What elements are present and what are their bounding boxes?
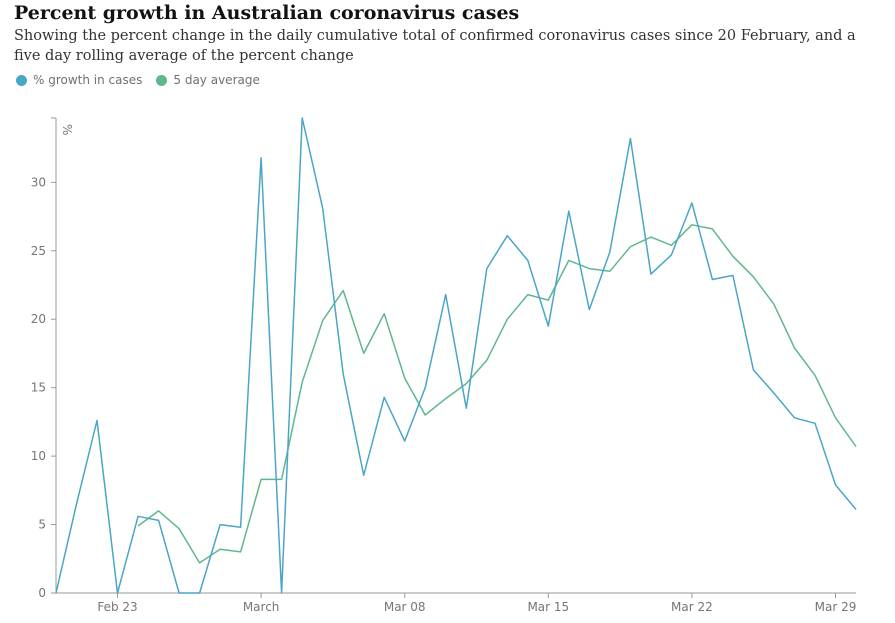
legend-item-average: 5 day average xyxy=(156,73,260,87)
y-tick-label: 30 xyxy=(31,175,46,189)
legend-label-growth: % growth in cases xyxy=(33,73,143,87)
x-tick-label: Mar 15 xyxy=(527,600,569,614)
y-axis-label: % xyxy=(60,124,74,135)
chart-title: Percent growth in Australian coronavirus… xyxy=(14,2,520,24)
chart-legend: % growth in cases 5 day average xyxy=(16,73,260,87)
series-line-growth xyxy=(55,117,857,594)
y-tick-label: 10 xyxy=(31,449,46,463)
y-tick-label: 20 xyxy=(31,312,46,326)
chart-subtitle: Showing the percent change in the daily … xyxy=(14,28,856,64)
y-tick-label: 5 xyxy=(38,518,46,532)
legend-swatch-average xyxy=(156,74,168,86)
legend-swatch-growth xyxy=(16,74,27,86)
legend-item-growth: % growth in cases xyxy=(16,73,142,87)
x-tick-label: Mar 29 xyxy=(815,600,857,614)
x-tick-label: Mar 22 xyxy=(671,600,713,614)
y-tick-label: 0 xyxy=(38,586,46,600)
x-tick-label: March xyxy=(243,600,280,614)
legend-label-average: 5 day average xyxy=(173,73,260,87)
series-line-average xyxy=(137,224,857,564)
x-tick-label: Mar 08 xyxy=(384,600,426,614)
x-tick-label: Feb 23 xyxy=(97,600,137,614)
y-tick-label: 25 xyxy=(31,244,46,258)
y-tick-label: 15 xyxy=(31,381,46,395)
